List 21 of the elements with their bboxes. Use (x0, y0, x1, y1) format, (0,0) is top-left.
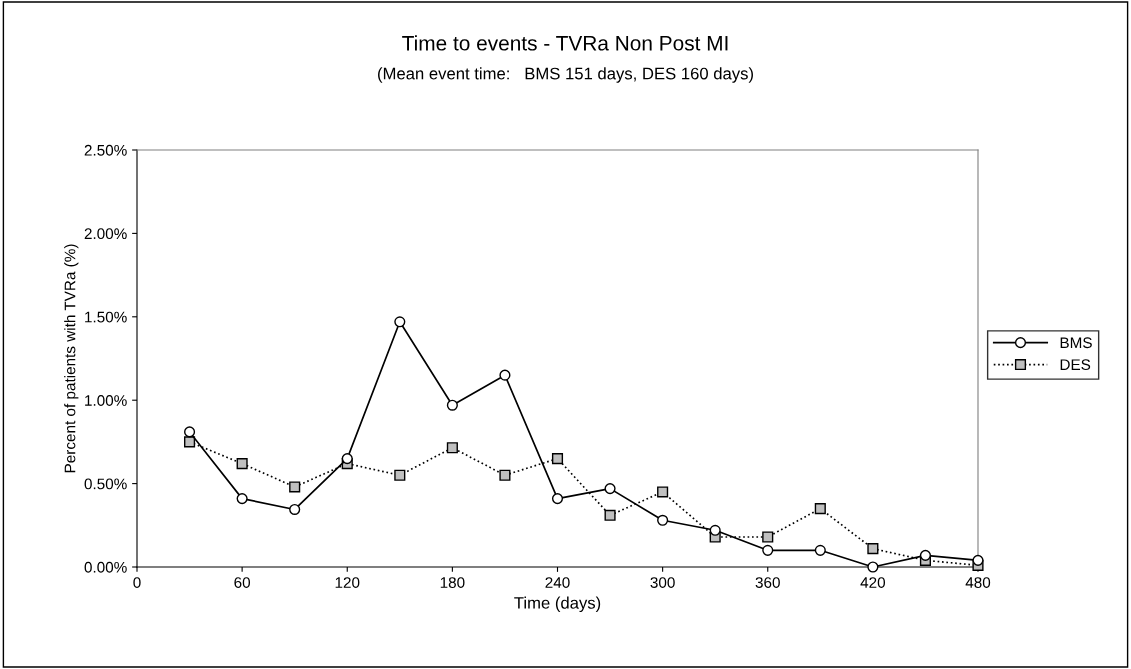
x-tick-label: 360 (755, 577, 780, 588)
x-tick-label: 300 (650, 577, 675, 588)
x-tick-label: 420 (860, 577, 886, 588)
chart-title: Time to events - TVRa Non Post MI (402, 35, 728, 51)
y-tick-label: 2.00% (84, 228, 127, 240)
y-tick-label: 1.00% (85, 395, 127, 406)
x-tick-label: 0 (133, 577, 141, 588)
x-tick-label: 180 (440, 577, 465, 588)
x-tick-label: 240 (545, 577, 570, 588)
y-tick-label: 0.00% (84, 561, 127, 573)
x-axis-title: Time (days) (514, 596, 601, 613)
legend-label: BMS (1060, 337, 1092, 349)
y-tick-label: 0.50% (84, 478, 127, 490)
x-tick-label: 120 (335, 577, 360, 588)
y-tick-label: 1.50% (85, 311, 127, 323)
x-tick-label: 60 (234, 577, 251, 588)
y-axis-title: Percent of patients with TVRa (%) (64, 244, 79, 473)
x-tick-label: 480 (965, 577, 991, 588)
y-tick-label: 2.50% (84, 144, 127, 156)
legend-label: DES (1060, 359, 1091, 371)
chart-subtitle: (Mean event time: BMS 151 days, DES 160 days) (378, 67, 753, 83)
